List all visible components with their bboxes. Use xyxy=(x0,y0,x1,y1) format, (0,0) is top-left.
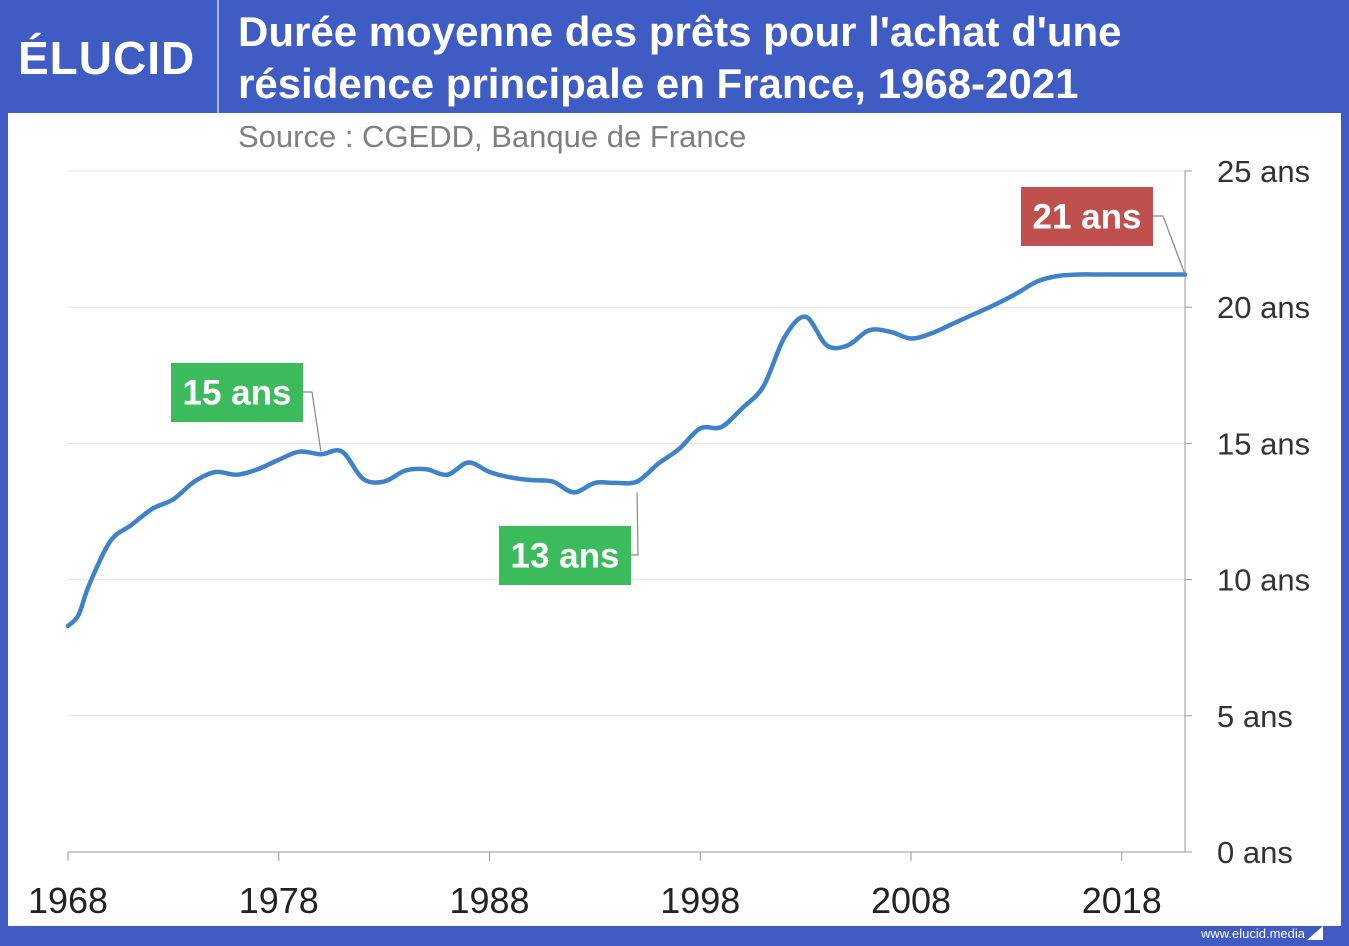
x-tick-label: 1988 xyxy=(449,880,529,921)
y-tick-label: 10 ans xyxy=(1217,563,1310,598)
chart-title: Durée moyenne des prêts pour l'achat d'u… xyxy=(238,6,1328,110)
chart-title-line-2: résidence principale en France, 1968-202… xyxy=(238,60,1079,107)
elucid-mark-icon xyxy=(1307,926,1323,940)
y-tick-label: 5 ans xyxy=(1217,699,1293,734)
y-tick-label: 0 ans xyxy=(1217,835,1293,870)
x-tick-label: 2008 xyxy=(871,880,951,921)
x-tick-label: 1968 xyxy=(28,880,108,921)
callout-label: 13 ans xyxy=(511,537,620,576)
header-bar: ÉLUCID Durée moyenne des prêts pour l'ac… xyxy=(0,0,1349,113)
series-line xyxy=(65,272,1188,629)
footer-url[interactable]: www.elucid.media xyxy=(1200,926,1305,941)
callout-green: 13 ans xyxy=(499,492,639,585)
callout-leader xyxy=(631,492,639,556)
y-tick-label: 25 ans xyxy=(1217,154,1310,189)
header-divider xyxy=(217,0,219,113)
callout-label: 21 ans xyxy=(1033,198,1142,237)
callout-leader xyxy=(1153,215,1186,275)
x-tick-label: 2018 xyxy=(1082,880,1162,921)
x-tick-label: 1998 xyxy=(660,880,740,921)
y-tick-label: 20 ans xyxy=(1217,290,1310,325)
callout-box-bg xyxy=(499,526,631,585)
y-tick-label: 15 ans xyxy=(1217,426,1310,461)
callout-box-bg xyxy=(1021,187,1153,246)
callout-green: 15 ans xyxy=(171,363,322,452)
chart-title-line-1: Durée moyenne des prêts pour l'achat d'u… xyxy=(238,8,1122,55)
callout-label: 15 ans xyxy=(183,374,292,413)
chart-source: Source : CGEDD, Banque de France xyxy=(238,119,747,154)
callout-box-bg xyxy=(171,363,303,422)
x-tick-label: 1978 xyxy=(239,880,319,921)
callout-leader xyxy=(303,391,322,452)
chart-panel xyxy=(8,113,1341,926)
callout-red: 21 ans xyxy=(1021,187,1186,275)
elucid-logo[interactable]: ÉLUCID xyxy=(18,32,196,84)
